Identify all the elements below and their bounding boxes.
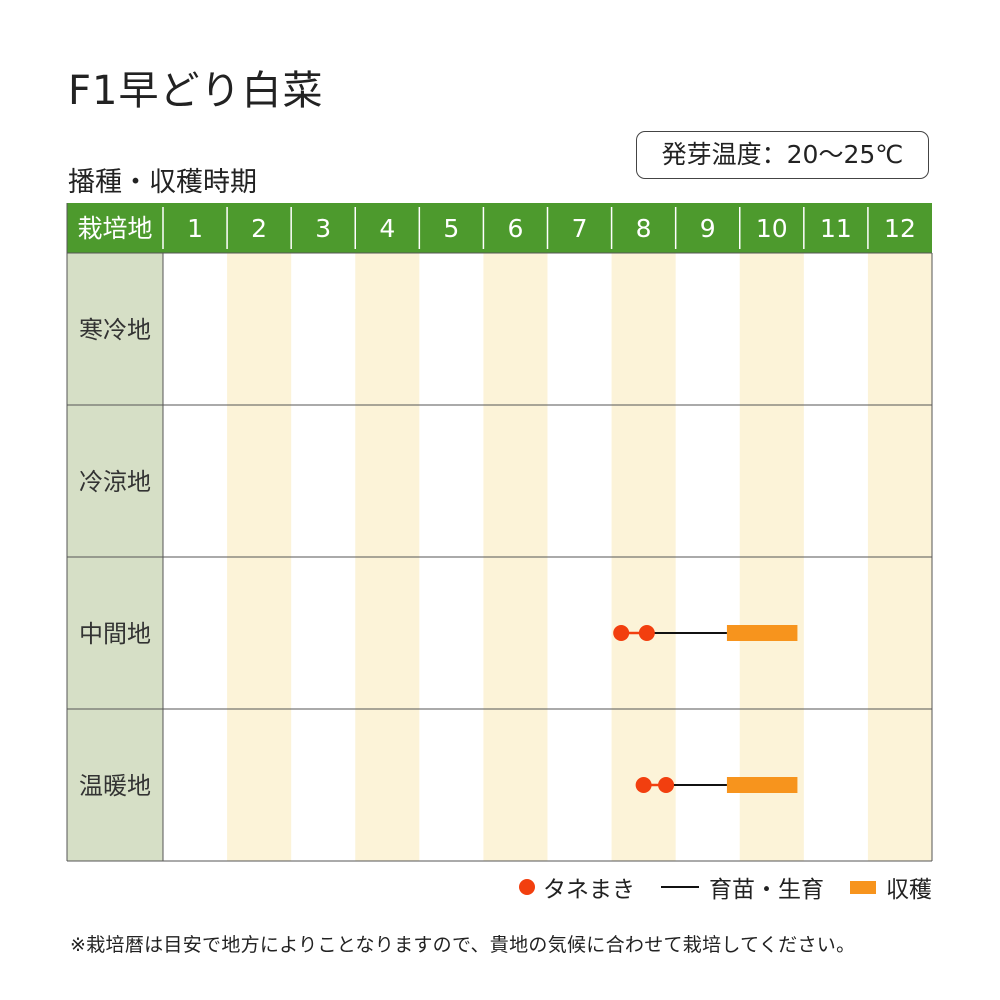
germination-temperature-box: 発芽温度：20～25℃: [636, 131, 929, 179]
sowing-dot: [613, 625, 630, 641]
legend-harvest-label: 収穫: [886, 877, 932, 903]
sowing-dot: [658, 777, 675, 793]
month-label: 8: [636, 214, 652, 243]
month-label: 6: [508, 214, 524, 243]
footnote: ※栽培暦は目安で地方によりことなりますので、貴地の気候に合わせて栽培してください…: [70, 934, 856, 956]
legend-sowing-label: タネまき: [543, 877, 635, 903]
region-label: 寒冷地: [79, 316, 151, 344]
month-label: 10: [756, 214, 788, 243]
month-label: 1: [187, 214, 203, 243]
month-label: 9: [700, 214, 716, 243]
harvest-bar-icon: [850, 880, 876, 894]
header-label: 栽培地: [77, 214, 152, 243]
chart-subtitle: 播種・収穫時期: [68, 167, 257, 198]
harvest-bar: [726, 625, 798, 641]
legend-harvest: 収穫: [850, 870, 932, 904]
chart-title: F1早どり白菜: [68, 68, 324, 114]
region-label: 温暖地: [79, 772, 151, 800]
month-label: 4: [379, 214, 395, 243]
month-label: 11: [820, 214, 852, 243]
month-label: 2: [251, 214, 267, 243]
month-label: 7: [572, 214, 588, 243]
month-label: 3: [315, 214, 331, 243]
legend: タネまき 育苗・生育 収穫: [493, 870, 932, 904]
legend-nursery-label: 育苗・生育: [709, 877, 824, 903]
header-row: [67, 203, 932, 253]
harvest-bar: [726, 777, 798, 793]
sowing-dot-icon: [519, 879, 535, 895]
nursery-line-icon: [661, 886, 699, 888]
legend-sowing: タネまき: [519, 870, 635, 904]
month-label: 5: [443, 214, 459, 243]
legend-nursery: 育苗・生育: [661, 870, 824, 904]
month-label: 12: [884, 214, 916, 243]
region-label: 冷涼地: [79, 468, 151, 496]
region-label: 中間地: [79, 620, 151, 648]
sowing-dot: [635, 777, 652, 793]
sowing-dot: [638, 625, 655, 641]
